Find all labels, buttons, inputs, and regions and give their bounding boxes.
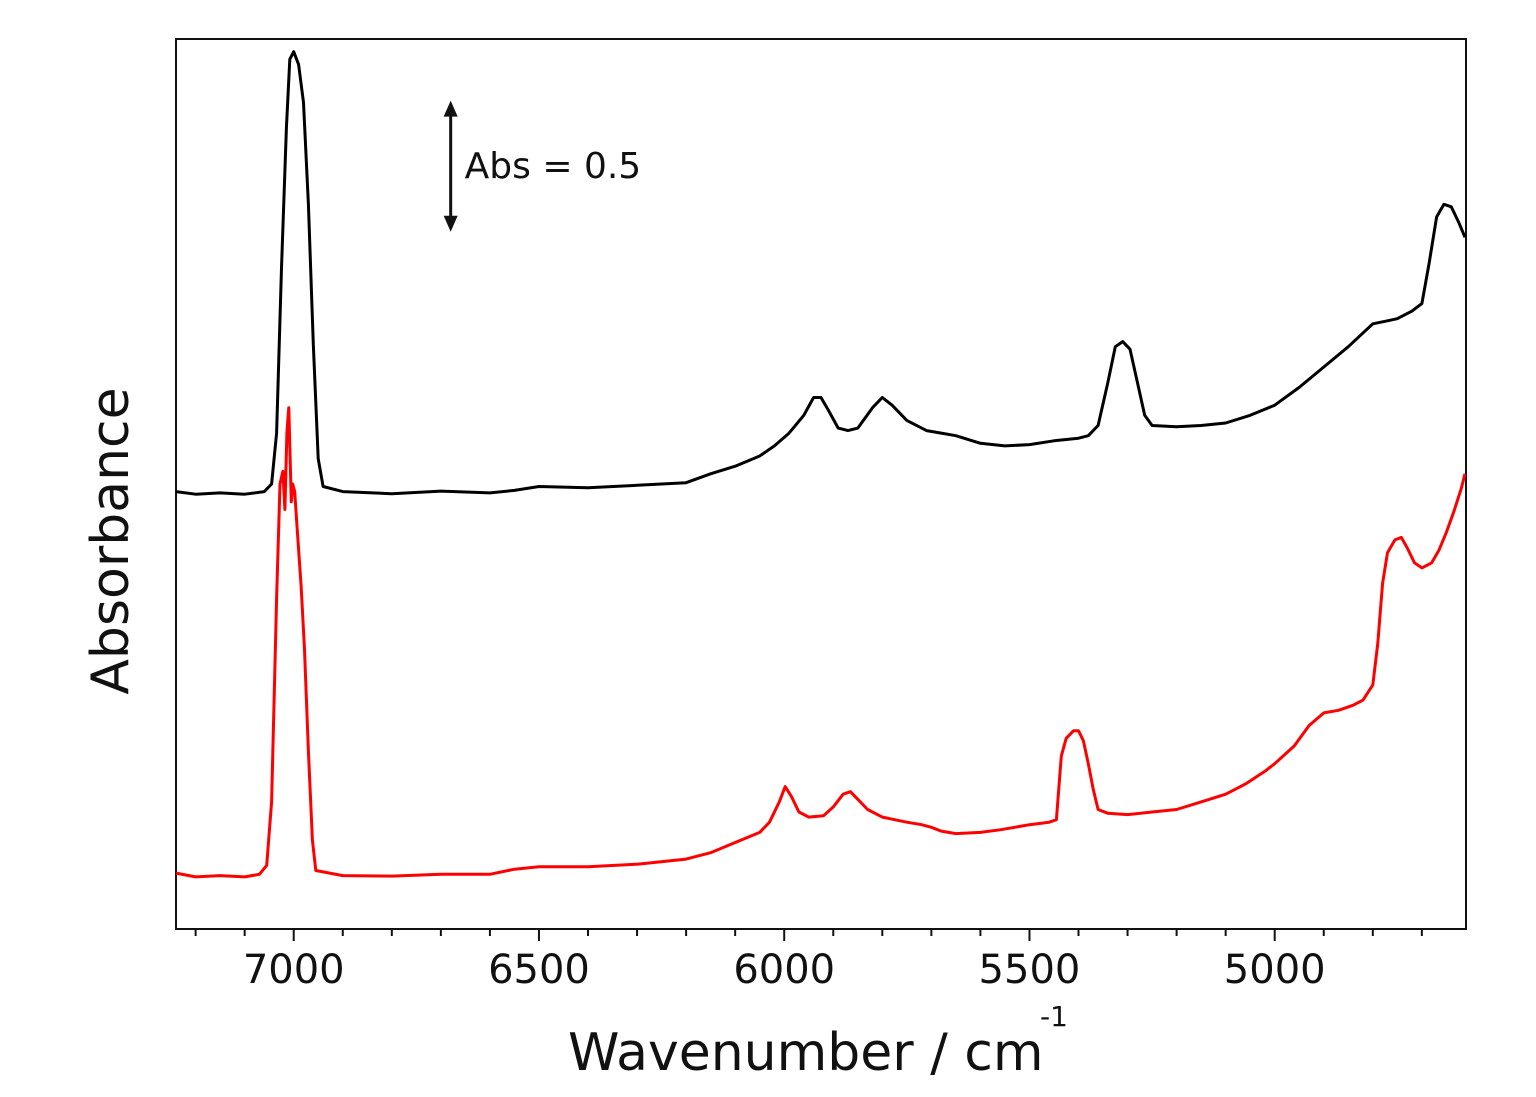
x-tick-label: 6000: [733, 947, 835, 993]
series-line-1: [175, 50, 1467, 496]
x-axis-title: Wavenumber / cm: [568, 1023, 1044, 1083]
x-tick-label: 7000: [243, 947, 345, 993]
scale-bar-label: Abs = 0.5: [465, 146, 642, 187]
arrow-down-icon: [443, 215, 458, 232]
y-axis-title: Absorbance: [81, 387, 141, 694]
scale-bar-annotation: Abs = 0.5: [443, 100, 642, 232]
plot-frame: [175, 38, 1467, 930]
series-line-2: [175, 406, 1467, 879]
x-tick-label: 5500: [979, 947, 1081, 993]
x-tick-label: 5000: [1224, 947, 1326, 993]
x-axis-title-superscript: -1: [1040, 1000, 1068, 1033]
x-tick-label: 6500: [488, 947, 590, 993]
x-axis-title-text: Wavenumber / cm: [568, 1023, 1044, 1083]
series-layer: [175, 50, 1467, 879]
arrow-up-icon: [443, 100, 458, 117]
x-axis-ticks: 7000 6500 6000 5500 5000: [194, 929, 1423, 993]
